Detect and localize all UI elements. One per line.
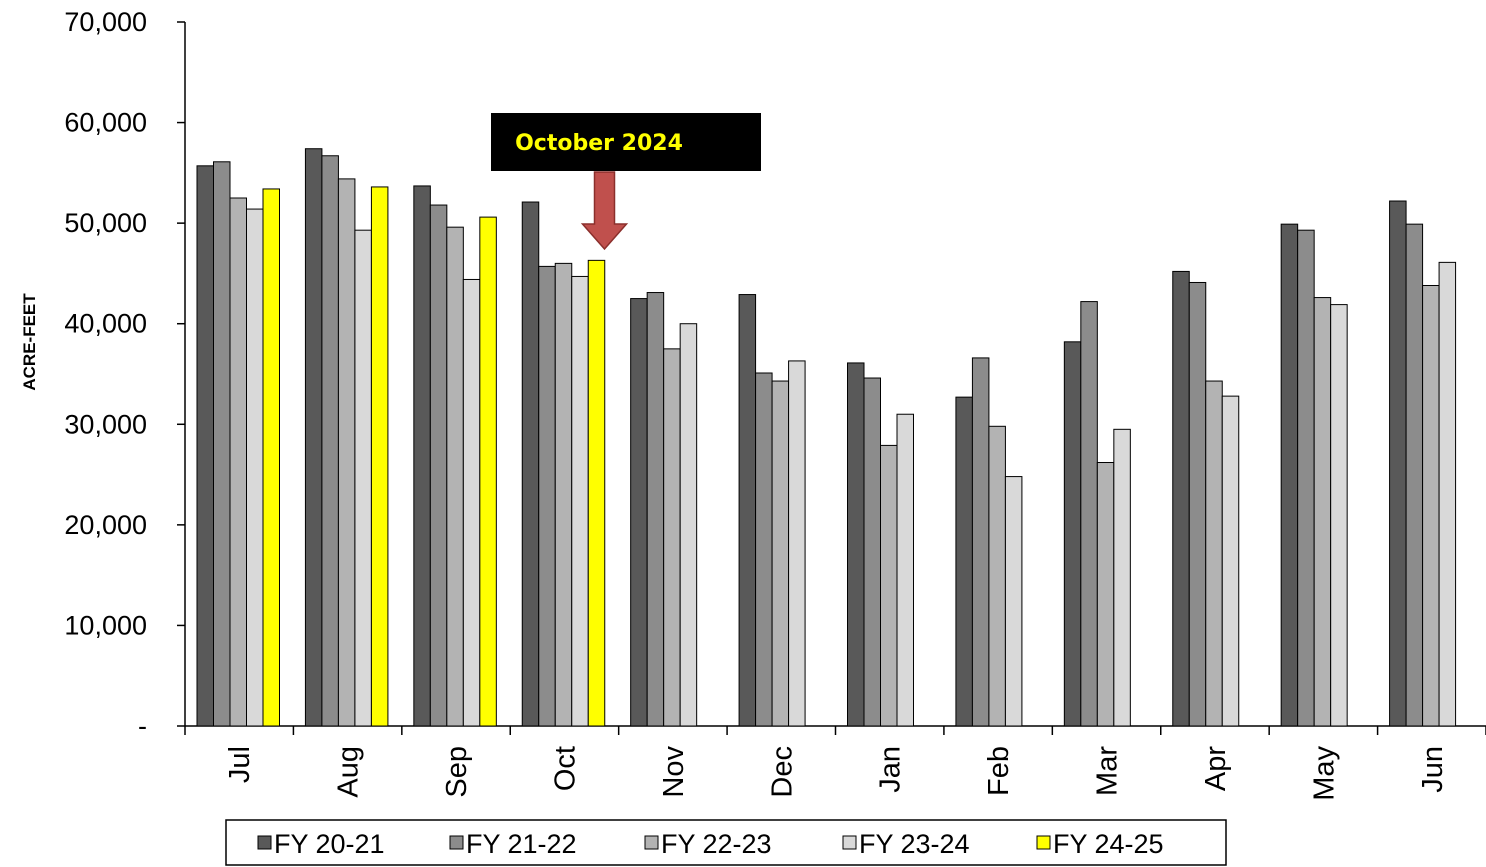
legend-box bbox=[225, 819, 1227, 866]
y-axis: - 10,000 20,000 30,000 40,000 50,000 60,000 70,… bbox=[64, 7, 186, 741]
legend-label: FY 21-22 bbox=[466, 829, 577, 859]
bar bbox=[1405, 223, 1424, 727]
x-category-label: Jun bbox=[1417, 746, 1449, 793]
y-tick-label: 20,000 bbox=[64, 510, 147, 540]
bar bbox=[755, 372, 773, 727]
x-category-label: Sep bbox=[441, 746, 473, 798]
bar bbox=[863, 377, 881, 727]
bar bbox=[446, 226, 464, 727]
x-category-label: Apr bbox=[1200, 746, 1232, 791]
bar-series bbox=[196, 148, 1457, 727]
bar bbox=[1188, 281, 1207, 727]
bar bbox=[896, 413, 914, 727]
bar bbox=[462, 278, 481, 727]
bar bbox=[1172, 270, 1190, 727]
bar bbox=[321, 155, 339, 727]
bar bbox=[738, 294, 757, 727]
bar bbox=[1205, 380, 1223, 727]
bar bbox=[1221, 395, 1240, 727]
bar bbox=[1063, 341, 1082, 727]
bar bbox=[788, 360, 806, 727]
bar bbox=[630, 298, 648, 727]
legend-label: FY 22-23 bbox=[661, 829, 772, 859]
x-category-label: Nov bbox=[658, 746, 690, 798]
bar bbox=[246, 208, 264, 727]
annotation-callout: October 2024 bbox=[491, 113, 761, 251]
x-category-label: Dec bbox=[766, 746, 798, 798]
bar bbox=[262, 188, 280, 727]
bar bbox=[229, 197, 247, 727]
legend-swatch bbox=[257, 835, 272, 850]
y-tick-label: 30,000 bbox=[64, 409, 147, 439]
bar bbox=[1313, 297, 1332, 727]
bar bbox=[196, 165, 214, 727]
bar bbox=[988, 425, 1006, 727]
x-category-label: Oct bbox=[549, 746, 581, 791]
bar bbox=[1422, 284, 1440, 727]
bar bbox=[646, 292, 665, 727]
bar bbox=[847, 362, 865, 727]
x-category-label: Jul bbox=[224, 746, 256, 783]
annotation-arrow bbox=[580, 171, 629, 251]
bar bbox=[1004, 476, 1023, 727]
x-category-label: Jan bbox=[875, 746, 907, 793]
bar bbox=[479, 216, 497, 727]
bar bbox=[354, 229, 372, 727]
bar bbox=[213, 161, 231, 727]
bar bbox=[429, 204, 448, 727]
bar bbox=[571, 275, 589, 727]
bar bbox=[1096, 462, 1115, 727]
legend-label: FY 23-24 bbox=[859, 829, 970, 859]
y-tick-label: 70,000 bbox=[64, 7, 147, 37]
legend-swatch bbox=[644, 835, 659, 850]
bar bbox=[587, 259, 606, 727]
bar bbox=[1330, 304, 1348, 727]
x-category-label: Mar bbox=[1092, 746, 1124, 796]
bar bbox=[337, 178, 356, 727]
y-tick-label: 60,000 bbox=[64, 108, 147, 138]
y-tick-label: 40,000 bbox=[64, 309, 147, 339]
y-axis-title: ACRE-FEET bbox=[20, 293, 39, 391]
legend-label: FY 24-25 bbox=[1053, 829, 1164, 859]
annotation-box bbox=[491, 113, 761, 171]
bar bbox=[304, 148, 323, 727]
bar bbox=[679, 323, 698, 727]
bar bbox=[1438, 261, 1457, 727]
bar bbox=[521, 201, 540, 727]
bar bbox=[1280, 223, 1299, 727]
legend: FY 20-21 FY 21-22 FY 22-23 FY 23-24 FY 24-25 bbox=[225, 819, 1227, 866]
bar bbox=[1297, 229, 1315, 727]
bar bbox=[554, 262, 573, 727]
bar bbox=[1080, 301, 1098, 727]
bar bbox=[955, 396, 973, 727]
x-axis: Jul Aug Sep Oct Nov Dec Jan Feb Mar Apr May Jun bbox=[184, 725, 1486, 801]
y-tick-label: - bbox=[138, 711, 147, 741]
x-category-label: Feb bbox=[983, 746, 1015, 796]
bar bbox=[370, 186, 389, 727]
bar bbox=[971, 357, 990, 727]
y-tick-label: 50,000 bbox=[64, 208, 147, 238]
bar bbox=[771, 380, 790, 727]
annotation-text: October 2024 bbox=[515, 131, 683, 156]
legend-swatch bbox=[1036, 835, 1051, 850]
legend-swatch bbox=[449, 835, 464, 850]
x-category-label: Aug bbox=[333, 746, 365, 798]
bar bbox=[663, 348, 681, 727]
bar bbox=[880, 444, 898, 727]
bar bbox=[1113, 428, 1131, 727]
y-tick-label: 10,000 bbox=[64, 610, 147, 640]
x-category-label: May bbox=[1308, 746, 1340, 801]
legend-swatch bbox=[842, 835, 857, 850]
bar bbox=[1389, 200, 1407, 727]
bar bbox=[413, 185, 431, 727]
legend-label: FY 20-21 bbox=[274, 829, 385, 859]
bar bbox=[538, 265, 556, 727]
